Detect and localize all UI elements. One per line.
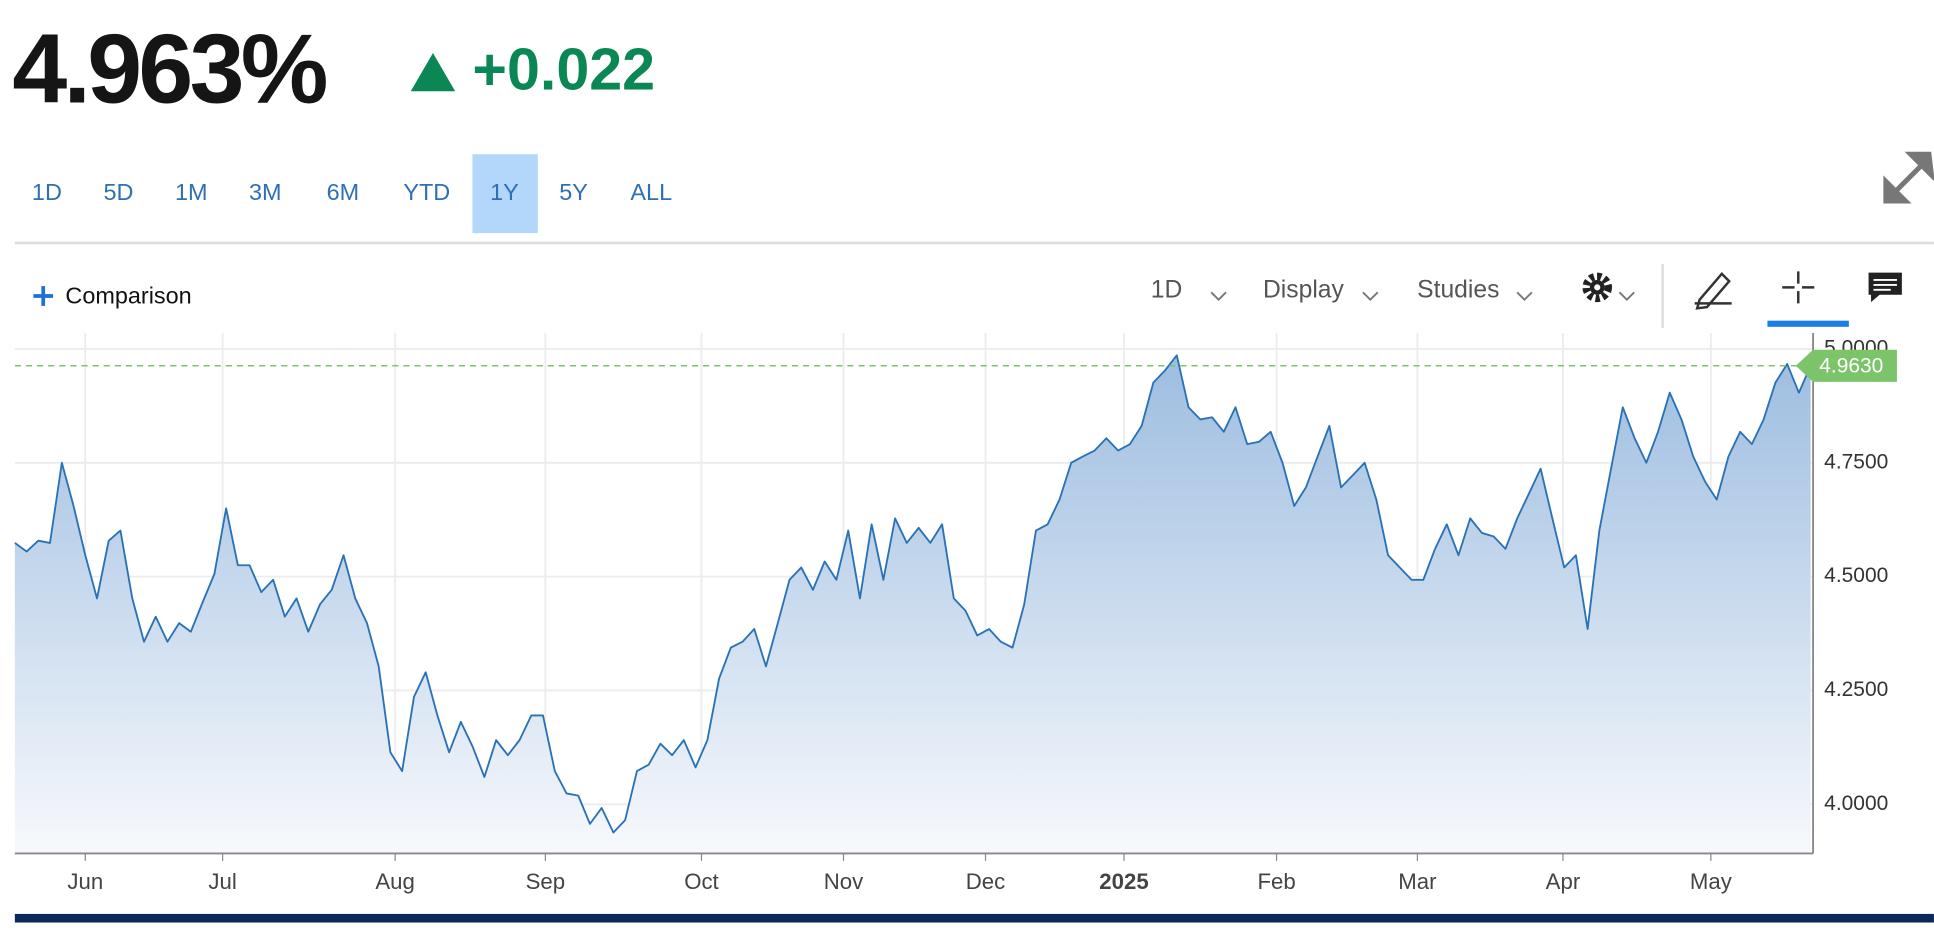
x-tick-label: Aug — [375, 869, 414, 894]
price-badge-label: 4.9630 — [1819, 355, 1883, 378]
price-badge — [1795, 349, 1897, 382]
y-tick-label: 4.0000 — [1824, 792, 1888, 815]
y-tick-label: 4.5000 — [1824, 564, 1888, 587]
x-tick-label: Nov — [824, 869, 864, 894]
range-button[interactable]: ALL — [630, 179, 672, 205]
x-tick-label: Jul — [208, 869, 236, 894]
area-fill — [14, 355, 1811, 854]
range-button[interactable]: 3M — [249, 179, 282, 205]
studies-button[interactable]: Studies — [1417, 277, 1499, 304]
display-button[interactable]: Display — [1263, 277, 1345, 304]
range-button[interactable]: 1D — [32, 179, 62, 205]
range-button[interactable]: 1M — [175, 179, 208, 205]
range-bar: 1D 5D 1M 3M 6M YTD 1Y 5Y ALL — [32, 154, 672, 234]
chevron — [1618, 291, 1635, 302]
active-tool-indicator — [1767, 320, 1849, 327]
settings-icon[interactable] — [1582, 272, 1613, 303]
range-button[interactable]: 1Y — [490, 179, 519, 205]
plus-icon — [33, 286, 54, 306]
x-tick-label: Mar — [1398, 869, 1437, 894]
draw-icon[interactable] — [1694, 271, 1732, 310]
chevron — [1362, 291, 1379, 302]
y-tick-label: 4.2500 — [1824, 678, 1888, 701]
interval-button[interactable]: 1D — [1151, 277, 1183, 304]
x-tick-label: 2025 — [1099, 869, 1148, 894]
price-line — [14, 354, 1812, 834]
comparison-button[interactable]: Comparison — [65, 282, 191, 308]
range-button[interactable]: 6M — [327, 179, 360, 205]
range-active-bg — [472, 154, 538, 234]
toolbar: Comparison 1D Display Studies — [33, 263, 1902, 329]
y-tick-label: 4.7500 — [1824, 450, 1888, 473]
up-arrow — [410, 53, 456, 92]
change: +0.022 — [472, 36, 655, 103]
chevron — [1210, 291, 1227, 302]
range-button[interactable]: 5Y — [559, 179, 588, 205]
crosshair-icon[interactable] — [1782, 271, 1815, 304]
footer-bar — [14, 913, 1934, 923]
x-tick-label: Dec — [966, 869, 1005, 894]
range-button[interactable]: YTD — [403, 179, 450, 205]
range-button[interactable]: 5D — [103, 179, 133, 205]
x-tick-label: Feb — [1257, 869, 1295, 894]
comment-lines — [1873, 279, 1897, 291]
chevron — [1516, 291, 1533, 302]
x-tick-label: Jun — [67, 869, 103, 894]
x-tick-label: Oct — [684, 869, 719, 894]
x-tick-label: May — [1690, 869, 1733, 894]
comment-icon[interactable] — [1868, 272, 1902, 303]
price: 4.963% — [12, 14, 326, 124]
x-tick-label: Sep — [526, 869, 565, 894]
expand-icon[interactable] — [1883, 151, 1934, 204]
x-tick-label: Apr — [1546, 869, 1581, 894]
